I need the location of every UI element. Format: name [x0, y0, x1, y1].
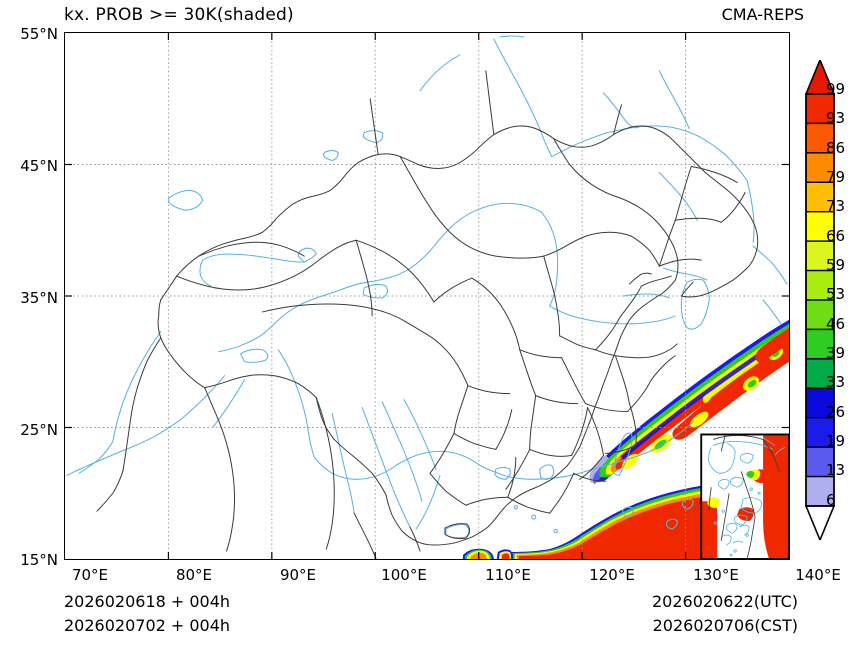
- y-tick-label: 25°N: [20, 421, 58, 439]
- colorbar-tick-label: 79: [826, 168, 846, 186]
- colorbar-band: [805, 417, 835, 448]
- administrative-boundaries: [96, 70, 759, 559]
- page-title: kx. PROB >= 30K(shaded): [64, 5, 294, 25]
- x-tick-label: 70°E: [71, 566, 109, 584]
- colorbar-tick-label: 93: [826, 109, 846, 127]
- rivers-and-lakes: [66, 35, 788, 539]
- colorbar-bands: [805, 93, 835, 507]
- colorbar-tick-label: 73: [826, 197, 846, 215]
- y-tick-label: 45°N: [20, 157, 58, 175]
- colorbar-tick-label: 53: [826, 285, 846, 303]
- footer-valid-time-cst: 2026020706(CST): [652, 616, 798, 635]
- colorbar-tick-label: 33: [826, 373, 846, 391]
- footer-init-time-utc: 2026020618 + 004h: [64, 592, 231, 611]
- colorbar-tick-label: 46: [826, 315, 846, 333]
- colorbar-tick-label: 19: [826, 432, 846, 450]
- colorbar-tick-label: 59: [826, 256, 846, 274]
- colorbar-tick-label: 39: [826, 344, 846, 362]
- colorbar-band: [805, 358, 835, 389]
- y-tick-label: 55°N: [20, 25, 58, 43]
- x-tick-label: 120°E: [589, 566, 635, 584]
- colorbar-tick-label: 6: [826, 491, 836, 509]
- map-plot-area[interactable]: No: GS (2019) 1786: [64, 32, 790, 560]
- colorbar-under-arrow: [804, 505, 836, 540]
- x-tick-label: 110°E: [485, 566, 531, 584]
- colorbar-canvas: [804, 60, 836, 540]
- model-label: CMA-REPS: [721, 5, 804, 24]
- footer-valid-time-utc: 2026020622(UTC): [652, 592, 798, 611]
- x-tick-label: 80°E: [175, 566, 213, 584]
- colorbar-tick-label: 86: [826, 139, 846, 157]
- x-tick-label: 90°E: [279, 566, 317, 584]
- inset-map-south-china-sea[interactable]: [700, 433, 789, 559]
- x-tick-label: 140°E: [795, 566, 841, 584]
- footer-init-time-cst: 2026020702 + 004h: [64, 616, 231, 635]
- colorbar-tick-label: 13: [826, 461, 846, 479]
- y-tick-label: 15°N: [20, 551, 58, 569]
- y-tick-label: 35°N: [20, 289, 58, 307]
- colorbar[interactable]: [804, 60, 836, 540]
- map-gridlines: [65, 33, 789, 559]
- colorbar-tick-label: 99: [826, 80, 846, 98]
- x-tick-label: 100°E: [381, 566, 427, 584]
- colorbar-tick-label: 66: [826, 227, 846, 245]
- map-canvas: [65, 33, 789, 559]
- x-tick-label: 130°E: [693, 566, 739, 584]
- colorbar-tick-label: 26: [826, 403, 846, 421]
- colorbar-band: [805, 152, 835, 183]
- axis-tick-marks: [65, 33, 789, 559]
